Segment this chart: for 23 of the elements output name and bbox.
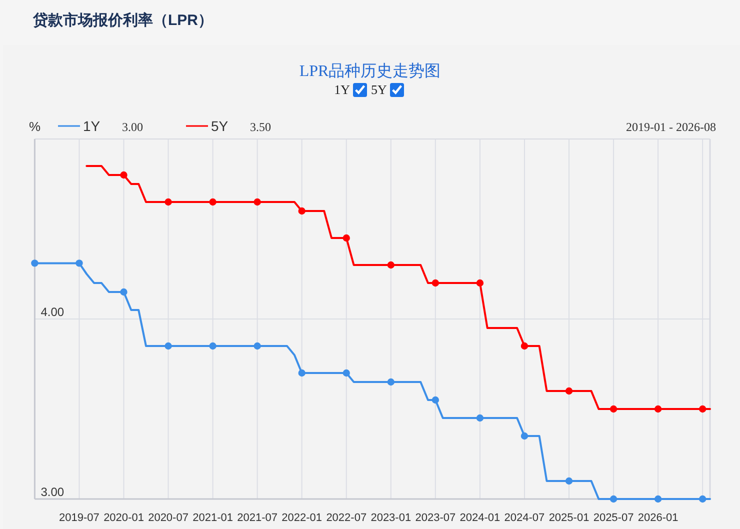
- x-tick-label: 2020-01: [104, 512, 144, 524]
- x-tick-label: 2026-01: [638, 512, 678, 524]
- x-tick-label: 2025-07: [593, 512, 634, 524]
- x-tick-label: 2022-01: [282, 512, 322, 524]
- x-tick-label: 2023-01: [370, 512, 412, 524]
- x-tick-label: 2021-07: [237, 512, 278, 524]
- legend-label: 5Y: [211, 118, 229, 134]
- chart-title: 贷款市场报价利率（LPR）: [33, 11, 213, 30]
- x-tick-label: 2021-01: [192, 512, 233, 524]
- x-tick-label: 2024-01: [460, 512, 500, 524]
- x-tick-label: 2022-07: [326, 512, 367, 524]
- x-tick-label: 2024-07: [504, 512, 545, 524]
- text: 3.50: [250, 120, 271, 134]
- x-tick-label: 2023-07: [415, 512, 456, 524]
- chart-subtitle: LPR品种历史走势图: [298, 62, 442, 82]
- x-tick-label: 2019-07: [59, 512, 100, 524]
- y-tick-label: 4.00: [40, 305, 64, 319]
- text: 3.00: [122, 120, 143, 134]
- text: 2019-01 - 2026-08: [626, 120, 716, 134]
- x-tick-label: 2020-07: [148, 512, 188, 524]
- legend-label: 1Y: [83, 118, 101, 134]
- x-tick-label: 2025-01: [548, 512, 590, 524]
- y-axis-title: %: [29, 119, 41, 134]
